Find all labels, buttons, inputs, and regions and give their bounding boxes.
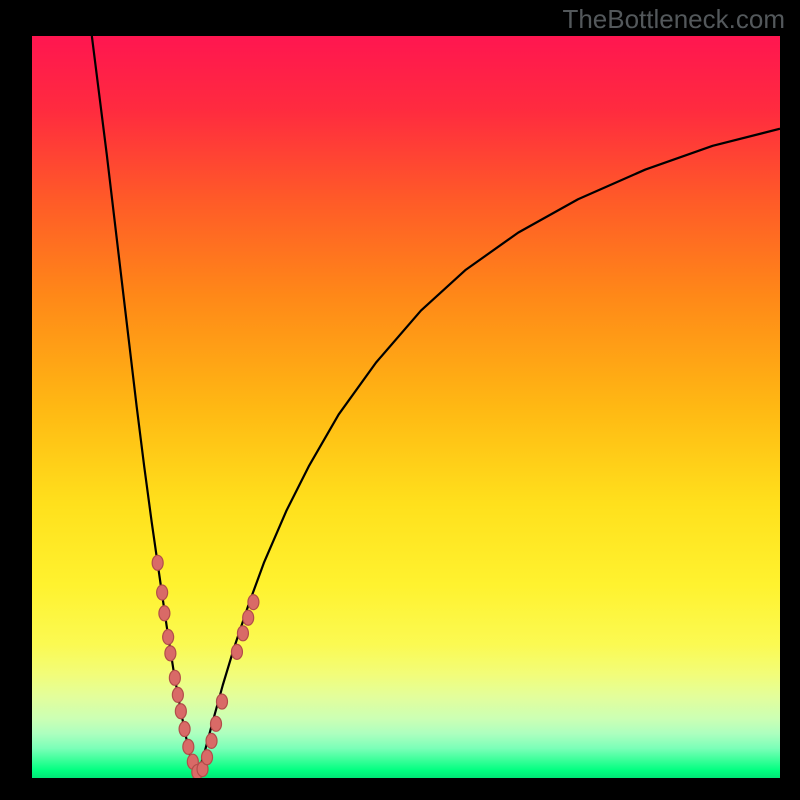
data-marker [211,716,222,731]
data-marker [202,750,213,765]
data-marker [165,646,176,661]
data-marker [157,585,168,600]
chart-background [32,36,780,778]
chart-plot-area [32,36,780,778]
data-marker [169,670,180,685]
chart-svg [32,36,780,778]
data-marker [231,644,242,659]
data-marker [152,555,163,570]
data-marker [179,722,190,737]
data-marker [175,704,186,719]
data-marker [216,694,227,709]
data-marker [172,687,183,702]
data-marker [159,606,170,621]
data-marker [243,610,254,625]
data-marker [183,739,194,754]
data-marker [163,630,174,645]
data-marker [206,733,217,748]
watermark-text: TheBottleneck.com [562,4,785,35]
data-marker [237,626,248,641]
data-marker [248,595,259,610]
